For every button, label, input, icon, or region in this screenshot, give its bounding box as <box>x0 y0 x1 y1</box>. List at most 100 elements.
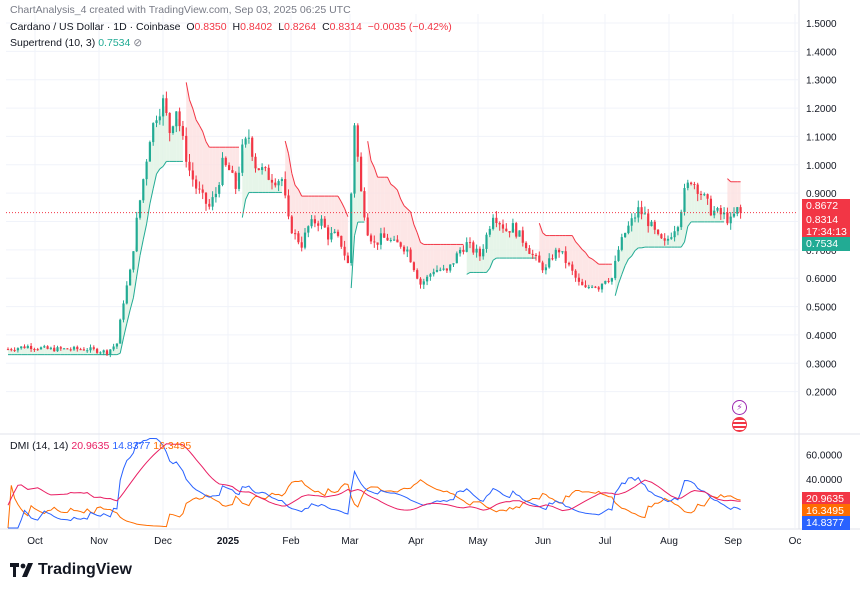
candle <box>119 318 122 344</box>
supertrend-segment <box>634 247 639 252</box>
candle-body <box>409 249 412 263</box>
candle-body <box>515 223 518 237</box>
supertrend-lines <box>8 82 741 356</box>
lightning-icon[interactable]: ⚡ <box>732 400 747 415</box>
candle <box>389 237 392 243</box>
candle <box>204 192 208 211</box>
candle-body <box>162 98 165 117</box>
candle-body <box>135 217 138 252</box>
candle-body <box>317 223 320 226</box>
candle-body <box>402 246 406 252</box>
candle <box>82 347 85 351</box>
dmi-tag-plus-di: 14.8377 <box>802 516 850 530</box>
candle <box>185 127 188 168</box>
candle-body <box>152 123 155 143</box>
supertrend-fill-segment <box>275 183 279 193</box>
supertrend-fill-segment <box>215 147 220 196</box>
supertrend-segment <box>337 195 342 203</box>
dmi-tick-label: 40.0000 <box>806 475 843 486</box>
supertrend-segment <box>492 257 497 261</box>
supertrend-value: 0.7534 <box>98 37 131 49</box>
candle <box>508 231 511 238</box>
candle-body <box>412 262 415 271</box>
candle-body <box>89 347 92 351</box>
supertrend-fill-segment <box>648 219 652 248</box>
candle <box>610 277 613 285</box>
candle <box>158 108 161 125</box>
supertrend-fill-segment <box>390 184 395 241</box>
supertrend-fill-segment <box>549 235 553 263</box>
candle <box>300 236 303 252</box>
candle <box>376 242 379 250</box>
supertrend-fill-segment <box>344 208 348 260</box>
candle <box>56 345 59 352</box>
candle <box>350 192 353 266</box>
candle <box>327 224 330 246</box>
supertrend-fill-segment <box>473 247 477 273</box>
candle-body <box>244 138 247 145</box>
candle <box>633 212 637 223</box>
candle <box>221 152 224 187</box>
dmi-legend[interactable]: DMI (14, 14) 20.9635 14.8377 16.3495 <box>10 440 192 452</box>
supertrend-segment <box>387 176 392 185</box>
candle <box>482 244 485 260</box>
supertrend-fill-segment <box>93 348 98 355</box>
candle-body <box>680 211 683 228</box>
candle-body <box>234 172 237 189</box>
candle <box>564 246 567 269</box>
candle <box>59 345 62 351</box>
supertrend-fill-segment <box>516 229 520 259</box>
candle <box>650 220 653 227</box>
candle-body <box>571 264 574 271</box>
supertrend-fill-segment <box>450 244 454 268</box>
supertrend-fill-segment <box>258 168 263 193</box>
candle-body <box>498 222 501 225</box>
dmi-plus-di-line <box>8 437 741 529</box>
candle <box>465 237 468 253</box>
tradingview-logo[interactable]: TradingView <box>10 561 132 579</box>
candle <box>581 278 584 286</box>
candle <box>284 171 287 199</box>
supertrend-fill-segment <box>252 147 256 193</box>
price-tick-label: 0.5000 <box>806 303 837 314</box>
symbol-legend[interactable]: Cardano / US Dollar · 1D · Coinbase O0.8… <box>10 21 458 33</box>
candle <box>264 166 267 172</box>
candle-body <box>673 231 676 238</box>
candle <box>231 165 234 174</box>
supertrend-segment <box>595 261 600 265</box>
candle <box>274 178 277 188</box>
supertrend-fill-segment <box>397 190 401 245</box>
eye-off-icon[interactable]: ⊘ <box>133 37 143 49</box>
candle <box>690 181 693 186</box>
time-tick-label: Oc <box>789 536 802 547</box>
candle-body <box>280 179 283 182</box>
candle-body <box>112 346 115 350</box>
candle-body <box>33 349 36 351</box>
price-tick-label: 1.0000 <box>806 161 837 172</box>
candle <box>46 345 49 350</box>
supertrend-fill-segment <box>638 210 642 248</box>
candle-body <box>72 346 76 350</box>
candle <box>105 349 109 356</box>
supertrend-segment <box>139 239 144 256</box>
candle-body <box>607 280 610 282</box>
candle-body <box>475 248 478 253</box>
price-tag-high: 0.8672 <box>802 199 850 213</box>
candle <box>597 286 600 292</box>
candle <box>307 225 310 238</box>
candle <box>195 175 198 195</box>
us-flag-icon[interactable] <box>732 417 747 432</box>
supertrend-segment <box>195 119 200 126</box>
candle-body <box>703 194 706 196</box>
candle-body <box>462 249 465 252</box>
supertrend-legend[interactable]: Supertrend (10, 3) 0.7534 ⊘ <box>10 37 143 49</box>
candle <box>518 230 521 237</box>
candle-body <box>706 194 709 199</box>
supertrend-fill-segment <box>707 196 711 222</box>
candle <box>138 199 142 220</box>
candle <box>89 344 92 353</box>
supertrend-fill-segment <box>493 220 497 261</box>
candle-body <box>254 156 257 169</box>
candle-body <box>558 249 561 253</box>
